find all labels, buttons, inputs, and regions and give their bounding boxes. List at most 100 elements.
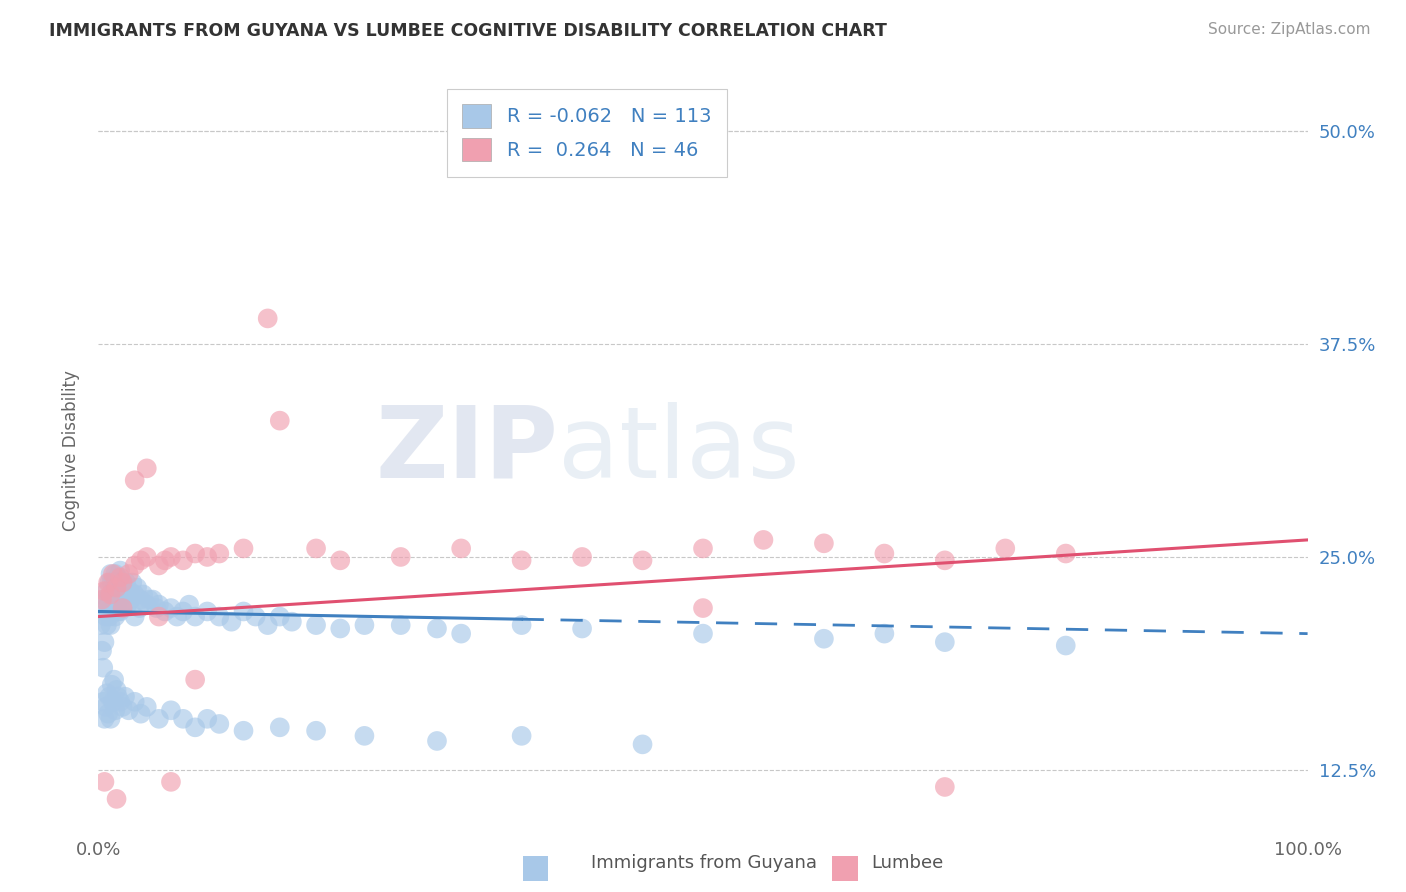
Point [97, 605, 120, 619]
Point [105, 581, 128, 595]
Point [115, 575, 138, 590]
Point [631, 553, 654, 567]
Point [100, 592, 122, 607]
Point [160, 775, 183, 789]
Text: Source: ZipAtlas.com: Source: ZipAtlas.com [1208, 22, 1371, 37]
Point [172, 553, 194, 567]
Point [104, 609, 127, 624]
Point [111, 601, 134, 615]
Point [232, 541, 254, 556]
Point [93, 775, 115, 789]
Point [91, 643, 114, 657]
Text: IMMIGRANTS FROM GUYANA VS LUMBEE COGNITIVE DISABILITY CORRELATION CHART: IMMIGRANTS FROM GUYANA VS LUMBEE COGNITI… [49, 22, 887, 40]
Point [101, 584, 124, 599]
Point [118, 703, 141, 717]
Point [232, 605, 254, 619]
Point [142, 592, 165, 607]
Point [124, 609, 146, 624]
Point [104, 566, 127, 581]
Point [153, 553, 176, 567]
Point [97, 592, 120, 607]
Point [98, 609, 121, 624]
Point [813, 632, 835, 646]
Point [124, 695, 146, 709]
Point [195, 605, 218, 619]
Point [692, 626, 714, 640]
Point [148, 598, 170, 612]
Point [232, 723, 254, 738]
Text: ZIP: ZIP [375, 402, 558, 499]
Point [112, 581, 135, 595]
Point [208, 609, 231, 624]
Point [97, 706, 120, 721]
Point [329, 622, 352, 636]
Point [160, 601, 183, 615]
Point [118, 587, 141, 601]
Point [105, 598, 128, 612]
Point [172, 605, 194, 619]
Point [269, 414, 291, 428]
Point [100, 678, 122, 692]
Point [105, 575, 128, 590]
Point [148, 712, 170, 726]
Point [108, 564, 131, 578]
Point [813, 536, 835, 550]
Point [97, 575, 120, 590]
Point [94, 601, 117, 615]
Point [93, 635, 115, 649]
Point [184, 673, 207, 687]
Text: Lumbee: Lumbee [872, 855, 943, 872]
Point [450, 626, 472, 640]
Point [108, 584, 131, 599]
Point [195, 712, 218, 726]
Point [269, 609, 291, 624]
Point [118, 584, 141, 599]
Point [305, 723, 328, 738]
Point [124, 587, 146, 601]
Point [108, 605, 131, 619]
Point [107, 570, 129, 584]
Point [129, 706, 152, 721]
Point [111, 575, 134, 590]
Point [256, 618, 278, 632]
Point [195, 549, 218, 564]
Point [281, 615, 304, 629]
Point [135, 461, 157, 475]
Point [329, 553, 352, 567]
Point [100, 712, 122, 726]
Point [148, 609, 170, 624]
Point [129, 553, 152, 567]
Point [124, 558, 146, 573]
Point [100, 601, 122, 615]
Point [208, 717, 231, 731]
Point [389, 618, 412, 632]
Point [160, 703, 183, 717]
Point [124, 473, 146, 487]
Point [184, 609, 207, 624]
Point [93, 712, 115, 726]
Point [245, 609, 267, 624]
Point [110, 587, 132, 601]
Point [103, 575, 125, 590]
Point [128, 601, 150, 615]
Point [934, 553, 956, 567]
Point [91, 592, 114, 607]
Point [103, 592, 125, 607]
Point [353, 729, 375, 743]
Point [105, 792, 128, 806]
Point [101, 695, 124, 709]
Point [692, 541, 714, 556]
Point [135, 699, 157, 714]
Point [160, 549, 183, 564]
Point [135, 549, 157, 564]
Point [153, 605, 176, 619]
Point [98, 690, 121, 704]
Point [221, 615, 243, 629]
Point [120, 592, 142, 607]
Point [114, 690, 136, 704]
Point [752, 533, 775, 547]
Point [100, 566, 122, 581]
Point [353, 618, 375, 632]
Point [934, 635, 956, 649]
Point [114, 587, 136, 601]
